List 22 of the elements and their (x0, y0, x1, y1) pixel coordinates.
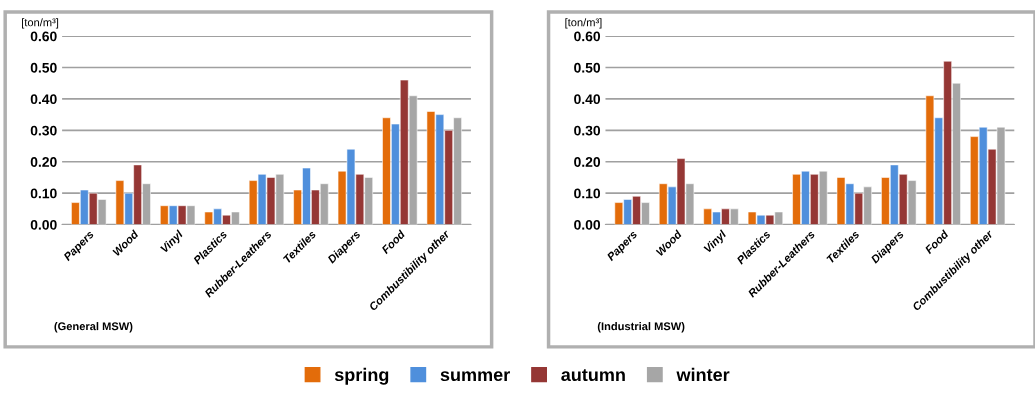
y-axis-title: [ton/m³] (565, 18, 602, 29)
y-tick-label: 0.00 (30, 219, 57, 230)
text: (Industrial MSW) (597, 322, 685, 333)
y-tick-label: 0.50 (30, 62, 57, 73)
text: (General MSW) (54, 322, 133, 333)
legend-label: autumn (561, 369, 625, 382)
y-tick-label: 0.60 (574, 31, 601, 42)
y-axis-title: [ton/m³] (22, 18, 59, 29)
y-tick-label: 0.20 (30, 157, 57, 167)
legend-label: spring (334, 367, 389, 385)
y-tick-label: 0.10 (30, 188, 57, 199)
y-tick-label: 0.40 (574, 94, 601, 105)
y-tick-label: 0.30 (574, 125, 601, 136)
y-tick-label: 0.00 (574, 219, 601, 230)
y-tick-label: 0.50 (574, 62, 601, 73)
y-tick-label: 0.10 (574, 188, 601, 199)
y-tick-label: 0.20 (574, 157, 601, 167)
legend-label: summer (440, 371, 510, 382)
y-tick-label: 0.40 (30, 94, 57, 105)
y-tick-label: 0.60 (30, 31, 57, 42)
y-tick-label: 0.30 (30, 125, 57, 136)
legend-label: winter (676, 367, 730, 382)
